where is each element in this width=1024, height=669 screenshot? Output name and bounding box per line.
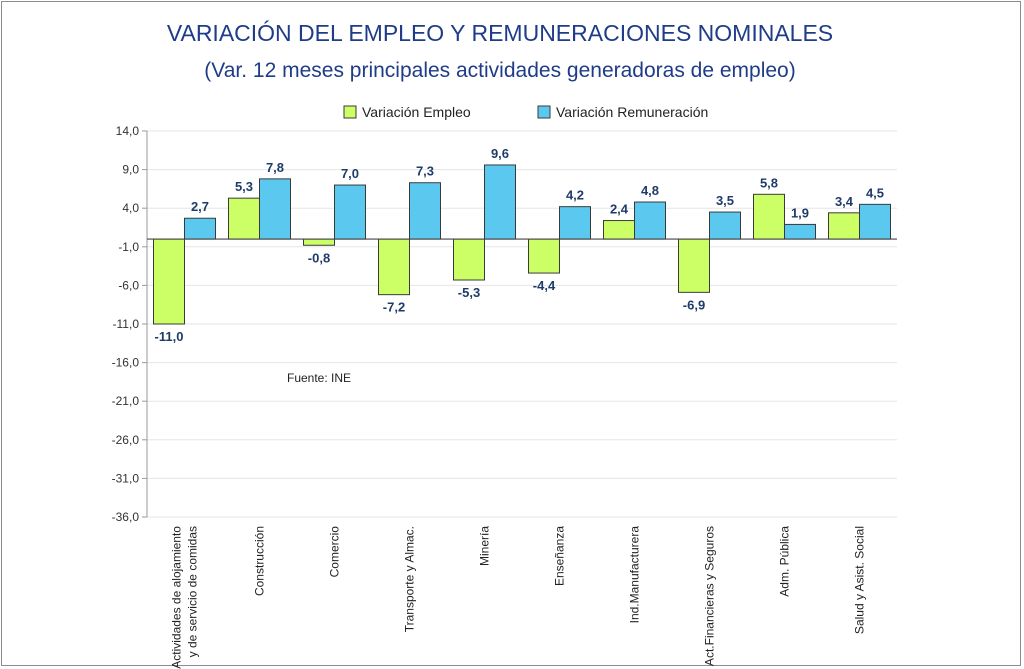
bar-remuneracion <box>409 182 441 240</box>
data-label: 2,7 <box>191 199 209 214</box>
bar-empleo <box>828 212 860 240</box>
x-tick-label: Adm. Pública <box>778 526 792 597</box>
data-label: -0,8 <box>308 250 330 265</box>
bar-remuneracion <box>259 178 291 240</box>
x-tick-label-line: Construcción <box>253 526 267 596</box>
x-tick-label: Act.Financieras y Seguros <box>703 526 717 666</box>
bar-empleo <box>678 238 710 293</box>
bar-empleo <box>228 197 260 240</box>
y-tick-label: -1,0 <box>118 240 139 254</box>
y-tick-label: -21,0 <box>112 394 140 408</box>
bar-remuneracion <box>484 164 516 240</box>
data-label: -4,4 <box>533 278 556 293</box>
data-label: 7,0 <box>341 166 359 181</box>
data-label: -5,3 <box>458 285 480 300</box>
data-labels: -11,0 2,7 5,3 7,8 -0,8 7,0 -7,2 7,3 -5,3 9,6 -4,4 4… <box>155 146 885 344</box>
data-label: 2,4 <box>610 202 629 217</box>
y-tick-label: -11,0 <box>113 317 140 331</box>
data-label: 1,9 <box>791 205 809 220</box>
y-tick-label: -36,0 <box>112 510 140 524</box>
x-tick-label: Ind.Manufacturera <box>628 526 642 624</box>
x-tick-label-line: Salud y Asist. Social <box>853 526 867 634</box>
bar-remuneracion <box>859 203 891 240</box>
x-tick-label: Actividades de alojamiento y de servicio … <box>170 526 200 669</box>
x-tick-label-line: Actividades de alojamiento <box>170 526 184 669</box>
y-tick-label: -16,0 <box>112 356 140 370</box>
bar-empleo <box>603 220 635 240</box>
data-label: 5,8 <box>760 175 778 190</box>
chart-subtitle: (Var. 12 meses principales actividades g… <box>204 59 795 82</box>
legend-label: Variación Remuneración <box>556 104 708 120</box>
x-tick-label: Transporte y Almac. <box>403 526 417 632</box>
bar-empleo <box>378 238 410 296</box>
x-tick-label: Construcción <box>253 526 267 596</box>
data-label: -7,2 <box>383 300 405 315</box>
y-tick-label: -31,0 <box>112 471 140 485</box>
x-tick-label-line: Transporte y Almac. <box>403 526 417 632</box>
x-tick-label-line: Enseñanza <box>553 526 567 586</box>
data-label: 4,2 <box>566 188 584 203</box>
source-note: Fuente: INE <box>287 371 351 385</box>
data-label: 3,5 <box>716 193 734 208</box>
data-label: 7,8 <box>266 160 284 175</box>
x-tick-label-line: Comercio <box>328 526 342 578</box>
legend: Variación Empleo Variación Remuneración <box>343 104 708 120</box>
bar-empleo <box>303 238 335 246</box>
x-tick-label: Minería <box>478 526 492 566</box>
data-label: 4,8 <box>641 183 659 198</box>
x-tick-label-line: y de servicio de comidas <box>186 526 200 657</box>
chart-title: VARIACIÓN DEL EMPLEO Y REMUNERACIONES NO… <box>167 20 833 46</box>
bar-remuneracion <box>784 223 816 240</box>
bar-remuneracion <box>184 217 216 240</box>
y-tick-label: -6,0 <box>118 278 139 292</box>
x-tick-label: Comercio <box>328 526 342 578</box>
data-label: -6,9 <box>683 297 705 312</box>
y-tick-label: -26,0 <box>112 433 140 447</box>
data-label: 9,6 <box>491 146 509 161</box>
bars <box>153 164 891 325</box>
legend-label: Variación Empleo <box>362 104 471 120</box>
legend-swatch <box>343 105 357 119</box>
x-tick-label-line: Minería <box>478 526 492 566</box>
x-axis: Actividades de alojamiento y de servicio … <box>170 526 867 669</box>
x-tick-label-line: Act.Financieras y Seguros <box>703 526 717 666</box>
bar-empleo <box>753 193 785 240</box>
y-tick-label: 9,0 <box>122 163 139 177</box>
bar-remuneracion <box>559 206 591 240</box>
bar-empleo <box>453 238 485 281</box>
data-label: 5,3 <box>235 179 253 194</box>
x-tick-label-line: Adm. Pública <box>778 526 792 597</box>
y-tick-label: 4,0 <box>122 201 139 215</box>
bar-remuneracion <box>709 211 741 240</box>
data-label: 7,3 <box>416 164 434 179</box>
bar-remuneracion <box>334 184 366 240</box>
data-label: -11,0 <box>155 329 184 344</box>
legend-swatch <box>537 105 551 119</box>
y-axis: 14,0 9,0 4,0 -1,0 -6,0 -11,0 -16,0 -21,0 -26,0 -3… <box>112 124 148 524</box>
bar-empleo <box>528 238 560 274</box>
data-label: 4,5 <box>866 185 884 200</box>
grid <box>147 130 897 518</box>
x-tick-label: Enseñanza <box>553 526 567 586</box>
x-tick-label: Salud y Asist. Social <box>853 526 867 634</box>
bar-empleo <box>153 238 185 325</box>
y-tick-label: 14,0 <box>116 124 140 138</box>
data-label: 3,4 <box>835 194 854 209</box>
x-tick-label-line: Ind.Manufacturera <box>628 526 642 624</box>
bar-remuneracion <box>634 201 666 240</box>
